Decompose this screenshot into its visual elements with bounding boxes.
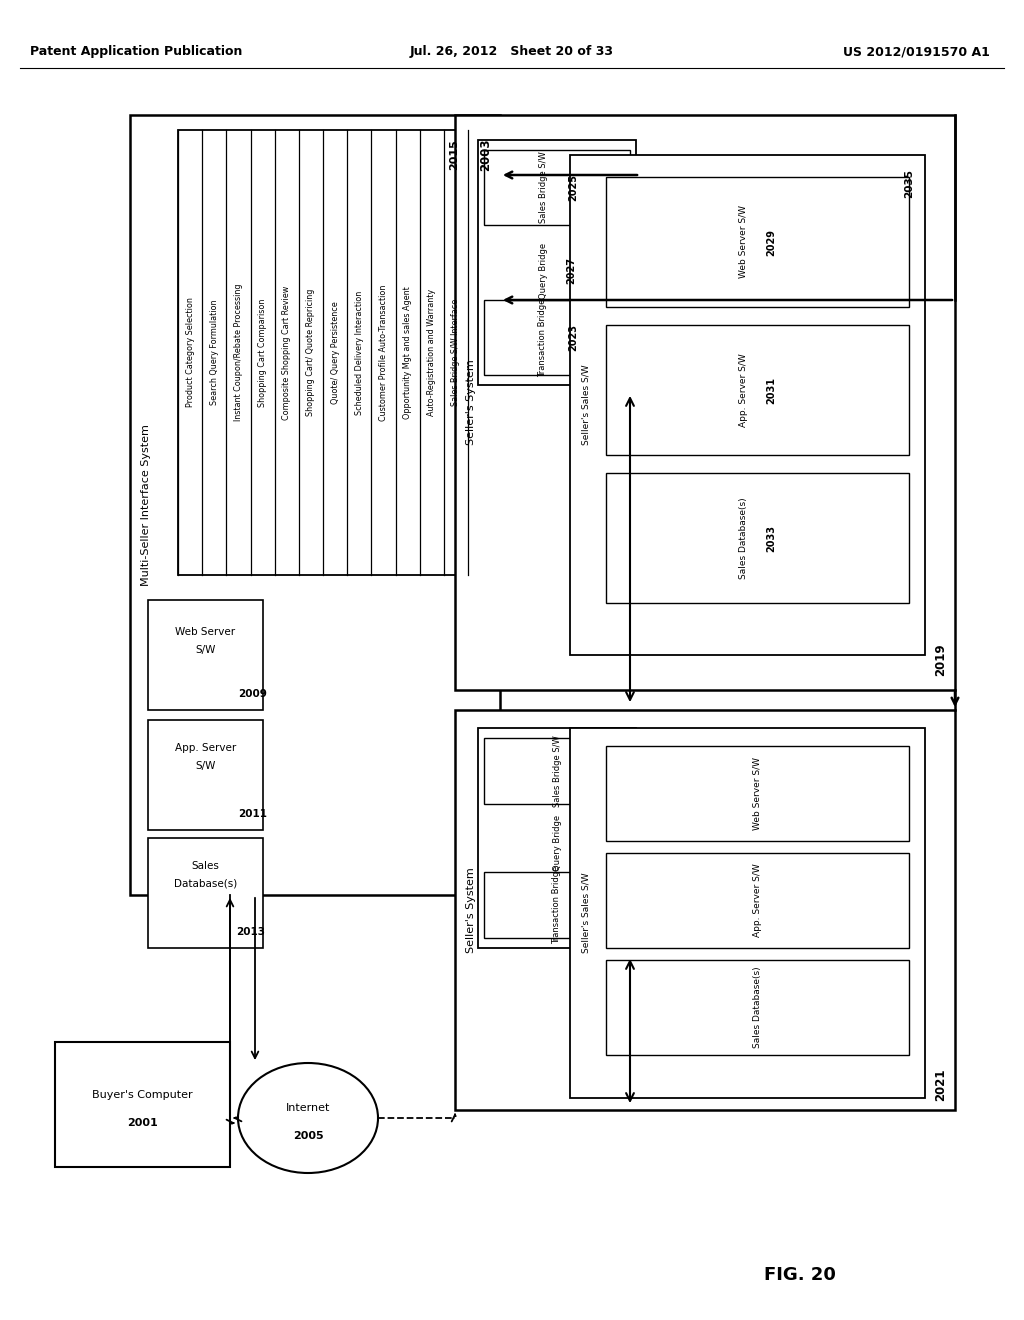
- Text: 2031: 2031: [767, 376, 776, 404]
- Text: Seller's System: Seller's System: [466, 359, 476, 445]
- Text: Sales Bridge S/W: Sales Bridge S/W: [539, 152, 548, 223]
- Text: 2025: 2025: [568, 174, 578, 201]
- Text: S/W: S/W: [196, 645, 216, 655]
- Text: Buyer's Computer: Buyer's Computer: [92, 1089, 193, 1100]
- Text: Customer Profile Auto-Transaction: Customer Profile Auto-Transaction: [379, 284, 388, 421]
- Text: 2035: 2035: [904, 169, 914, 198]
- Text: Query Bridge: Query Bridge: [539, 243, 548, 298]
- Text: FIG. 20: FIG. 20: [764, 1266, 836, 1284]
- Text: US 2012/0191570 A1: US 2012/0191570 A1: [843, 45, 990, 58]
- Text: 2021: 2021: [935, 1069, 947, 1101]
- Text: App. Server S/W: App. Server S/W: [753, 863, 762, 937]
- Text: Sales Bridge S/W Interface: Sales Bridge S/W Interface: [452, 298, 461, 407]
- Text: 2013: 2013: [237, 927, 265, 937]
- Bar: [455, 115, 955, 690]
- Text: 2023: 2023: [568, 323, 578, 351]
- Bar: [606, 473, 909, 603]
- Bar: [455, 710, 955, 1110]
- Bar: [55, 1041, 230, 1167]
- Text: 2009: 2009: [239, 689, 267, 700]
- Bar: [484, 873, 630, 939]
- Text: Database(s): Database(s): [174, 879, 238, 888]
- Text: Scheduled Delivery Interaction: Scheduled Delivery Interaction: [354, 290, 364, 414]
- Bar: [148, 719, 263, 830]
- Bar: [484, 738, 630, 804]
- Bar: [148, 838, 263, 948]
- Text: 2003: 2003: [479, 139, 493, 172]
- Text: Transaction Bridge: Transaction Bridge: [539, 298, 548, 376]
- Bar: [148, 601, 263, 710]
- Text: Quote/ Query Persistence: Quote/ Query Persistence: [331, 301, 340, 404]
- Text: Search Query Formulation: Search Query Formulation: [210, 300, 219, 405]
- Bar: [606, 960, 909, 1055]
- Bar: [478, 140, 636, 385]
- Text: Auto-Registration and Warranty: Auto-Registration and Warranty: [427, 289, 436, 416]
- Text: 2011: 2011: [239, 809, 267, 818]
- Text: Seller's System: Seller's System: [466, 867, 476, 953]
- Bar: [570, 154, 925, 655]
- Text: Sales: Sales: [191, 861, 219, 871]
- Text: Transaction Bridge: Transaction Bridge: [553, 866, 561, 944]
- Text: App. Server: App. Server: [175, 743, 237, 752]
- Text: 2001: 2001: [127, 1118, 158, 1127]
- Bar: [478, 729, 636, 948]
- Ellipse shape: [238, 1063, 378, 1173]
- Text: Jul. 26, 2012   Sheet 20 of 33: Jul. 26, 2012 Sheet 20 of 33: [410, 45, 614, 58]
- Text: 2033: 2033: [767, 524, 776, 552]
- Text: 2005: 2005: [293, 1131, 324, 1140]
- Text: Patent Application Publication: Patent Application Publication: [30, 45, 243, 58]
- Bar: [570, 729, 925, 1098]
- Text: Product Category Selection: Product Category Selection: [185, 297, 195, 408]
- Text: Instant Coupon/Rebate Processing: Instant Coupon/Rebate Processing: [233, 284, 243, 421]
- Bar: [484, 300, 630, 375]
- Text: Sales Database(s): Sales Database(s): [753, 966, 762, 1048]
- Bar: [606, 325, 909, 455]
- Text: Seller's Sales S/W: Seller's Sales S/W: [582, 873, 591, 953]
- Bar: [130, 115, 500, 895]
- Text: S/W: S/W: [196, 762, 216, 771]
- Text: Opportunity Mgt and sales Agent: Opportunity Mgt and sales Agent: [403, 286, 412, 418]
- Text: Internet: Internet: [286, 1104, 330, 1113]
- Text: Web Server S/W: Web Server S/W: [753, 756, 762, 830]
- Text: Shopping Cart Comparison: Shopping Cart Comparison: [258, 298, 267, 407]
- Text: Multi-Seller Interface System: Multi-Seller Interface System: [141, 424, 151, 586]
- Text: Web Server: Web Server: [175, 627, 236, 638]
- Text: 2015: 2015: [449, 140, 459, 170]
- Text: Web Server S/W: Web Server S/W: [739, 206, 748, 279]
- Bar: [606, 853, 909, 948]
- Text: Shopping Cart/ Quote Repricing: Shopping Cart/ Quote Repricing: [306, 289, 315, 416]
- Bar: [178, 129, 468, 576]
- Text: Seller's Sales S/W: Seller's Sales S/W: [582, 364, 591, 445]
- Bar: [606, 177, 909, 308]
- Text: Query Bridge: Query Bridge: [553, 814, 561, 871]
- Text: Sales Database(s): Sales Database(s): [739, 498, 748, 578]
- Text: Sales Bridge S/W: Sales Bridge S/W: [553, 735, 561, 807]
- Text: 2029: 2029: [767, 228, 776, 256]
- Text: Composite Shopping Cart Review: Composite Shopping Cart Review: [283, 285, 291, 420]
- Bar: [484, 150, 630, 224]
- Bar: [606, 746, 909, 841]
- Text: 2019: 2019: [935, 644, 947, 676]
- Text: 2027: 2027: [566, 257, 575, 284]
- Text: App. Server S/W: App. Server S/W: [739, 354, 748, 426]
